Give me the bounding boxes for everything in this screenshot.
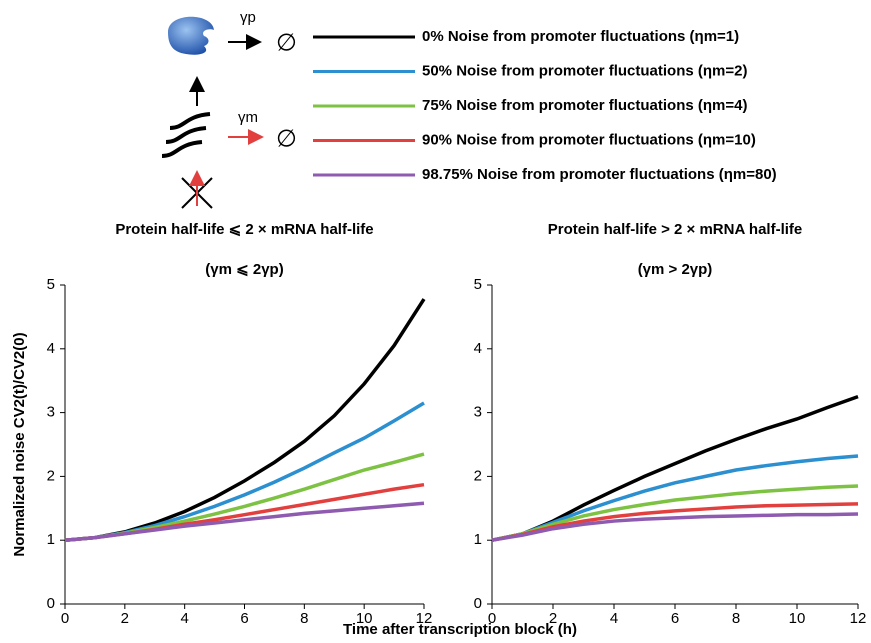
line xyxy=(491,512,859,542)
y-tick-label: 1 xyxy=(474,531,482,548)
gamma-m-label: γm xyxy=(238,109,258,126)
line xyxy=(64,452,425,542)
line xyxy=(64,501,425,542)
legend-label: 50% Noise from promoter fluctuations (ηm… xyxy=(422,62,747,79)
x-tick-label: 2 xyxy=(121,610,129,627)
y-tick-label: 3 xyxy=(47,404,55,421)
x-tick-label: 4 xyxy=(610,610,618,627)
chart-subtitle: (γm > 2γp) xyxy=(638,261,713,278)
legend-label: 90% Noise from promoter fluctuations (ηm… xyxy=(422,131,756,148)
gamma-p-label: γp xyxy=(240,9,256,26)
x-tick-label: 4 xyxy=(180,610,188,627)
x-tick-label: 10 xyxy=(356,610,373,627)
y-tick-label: 4 xyxy=(474,340,482,357)
y-tick-label: 3 xyxy=(474,404,482,421)
x-tick-label: 6 xyxy=(240,610,248,627)
line xyxy=(491,454,859,542)
diagram: γp ∅ γm ∅ xyxy=(161,9,297,209)
protein-icon xyxy=(168,16,214,55)
legend-label: 0% Noise from promoter fluctuations (ηm=… xyxy=(422,28,739,45)
x-tick-label: 10 xyxy=(789,610,806,627)
chart-title: Protein half-life > 2 × mRNA half-life xyxy=(548,221,803,238)
chart-subtitle: (γm ⩽ 2γp) xyxy=(205,261,283,278)
null-symbol: ∅ xyxy=(276,125,297,152)
legend-label: 75% Noise from promoter fluctuations (ηm… xyxy=(422,97,747,114)
x-tick-label: 2 xyxy=(549,610,557,627)
y-tick-label: 2 xyxy=(47,467,55,484)
y-tick-label: 5 xyxy=(474,276,482,293)
mrna-icon xyxy=(161,112,211,158)
y-tick-label: 2 xyxy=(474,467,482,484)
line xyxy=(491,484,859,542)
x-tick-label: 0 xyxy=(61,610,69,627)
legend-label: 98.75% Noise from promoter fluctuations … xyxy=(422,166,777,183)
x-tick-label: 0 xyxy=(488,610,496,627)
y-tick-label: 1 xyxy=(47,531,55,548)
null-symbol: ∅ xyxy=(276,29,297,56)
x-tick-label: 12 xyxy=(416,610,433,627)
y-tick-label: 0 xyxy=(47,595,55,612)
y-tick-label: 0 xyxy=(474,595,482,612)
y-tick-label: 4 xyxy=(47,340,55,357)
chart-title: Protein half-life ⩽ 2 × mRNA half-life xyxy=(115,221,373,238)
line xyxy=(491,502,859,542)
x-tick-label: 12 xyxy=(850,610,867,627)
x-tick-label: 6 xyxy=(671,610,679,627)
x-tick-label: 8 xyxy=(732,610,740,627)
y-axis-label: Normalized noise CV2(t)/CV2(0) xyxy=(11,332,28,556)
x-axis-label: Time after transcription block (h) xyxy=(343,621,577,638)
line xyxy=(64,298,426,542)
x-tick-label: 8 xyxy=(300,610,308,627)
y-tick-label: 5 xyxy=(47,276,55,293)
